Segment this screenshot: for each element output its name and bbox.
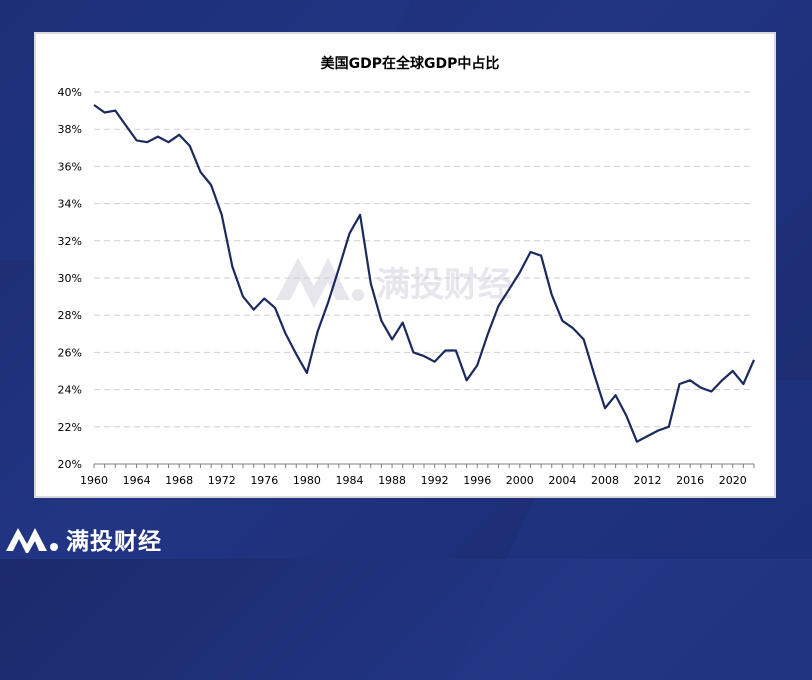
series-line: [93, 104, 756, 443]
x-tick-label: 1976: [250, 474, 278, 487]
x-tick-label: 2012: [634, 474, 662, 487]
y-tick-label: 20%: [58, 458, 82, 471]
y-tick-label: 22%: [58, 421, 82, 434]
watermark-text: 满投财经: [376, 265, 512, 305]
x-tick-label: 1968: [165, 474, 193, 487]
y-tick-label: 36%: [58, 160, 82, 173]
y-tick-label: 38%: [58, 123, 82, 136]
y-tick-label: 32%: [58, 235, 82, 248]
watermark-dot-icon: [352, 289, 364, 301]
x-tick-label: 1964: [123, 474, 151, 487]
x-tick-label: 2008: [591, 474, 619, 487]
x-tick-label: 1972: [208, 474, 236, 487]
x-tick-label: 2004: [548, 474, 576, 487]
brand-logo-icon: [6, 528, 58, 553]
x-tick-label: 1984: [335, 474, 363, 487]
watermark-logo-icon: [276, 258, 350, 308]
y-tick-label: 28%: [58, 309, 82, 322]
x-tick-label: 2016: [676, 474, 704, 487]
y-tick-label: 40%: [58, 86, 82, 99]
x-tick-label: 2000: [506, 474, 534, 487]
x-tick-label: 1960: [80, 474, 108, 487]
chart-card: 满投财经 美国GDP在全球GDP中占比 20% 22% 24% 26% 28% 30% 32% 3…: [34, 32, 776, 498]
brand-footer: 满投财经: [4, 522, 162, 556]
x-tick-label: 1980: [293, 474, 321, 487]
x-tick-label: 1996: [463, 474, 491, 487]
brand-name: 满投财经: [66, 529, 162, 555]
x-tick-label: 1992: [421, 474, 449, 487]
watermark: 满投财经: [276, 258, 512, 308]
x-tick-label: 1988: [378, 474, 406, 487]
y-tick-label: 26%: [58, 346, 82, 359]
chart-title: 美国GDP在全球GDP中占比: [321, 55, 500, 72]
chart-svg: 满投财经 美国GDP在全球GDP中占比 20% 22% 24% 26% 28% 30% 32% 3…: [58, 55, 756, 487]
y-tick-label: 30%: [58, 272, 82, 285]
y-tick-label: 24%: [58, 384, 82, 397]
x-tick-label: 2020: [719, 474, 747, 487]
y-tick-label: 34%: [58, 198, 82, 211]
